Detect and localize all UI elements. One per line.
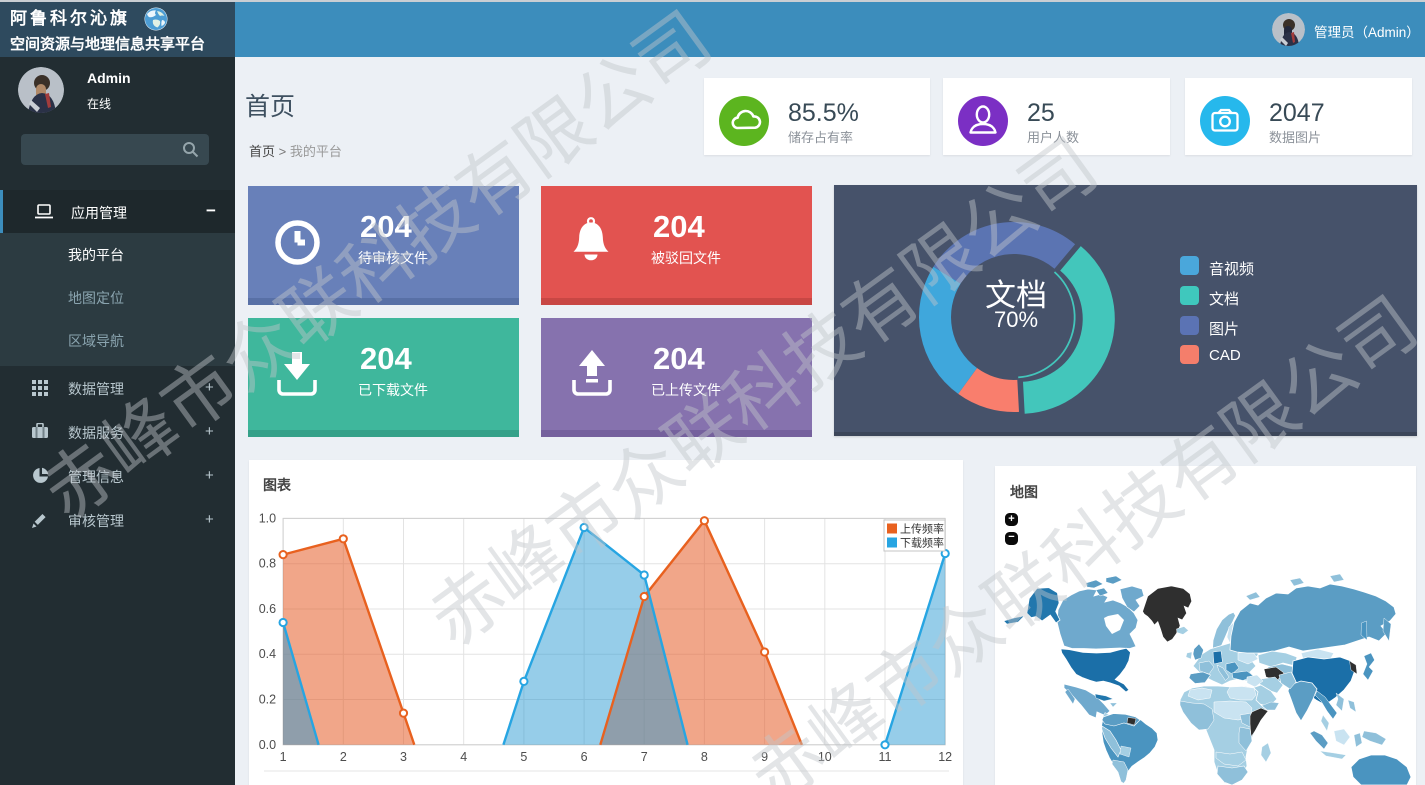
svg-text:0.6: 0.6 xyxy=(259,602,276,616)
svg-text:11: 11 xyxy=(879,750,892,764)
svg-text:12: 12 xyxy=(938,750,952,764)
svg-text:4: 4 xyxy=(460,750,467,764)
svg-text:2: 2 xyxy=(340,750,347,764)
svg-text:10: 10 xyxy=(818,750,832,764)
svg-text:9: 9 xyxy=(761,750,768,764)
svg-text:1: 1 xyxy=(280,750,287,764)
svg-text:0.8: 0.8 xyxy=(259,557,276,571)
svg-text:下载频率: 下载频率 xyxy=(900,536,944,550)
svg-text:6: 6 xyxy=(581,750,588,764)
svg-text:3: 3 xyxy=(400,750,407,764)
svg-text:8: 8 xyxy=(701,750,708,764)
svg-text:上传频率: 上传频率 xyxy=(900,522,944,536)
svg-text:5: 5 xyxy=(520,750,527,764)
svg-text:1.0: 1.0 xyxy=(259,511,276,525)
svg-text:7: 7 xyxy=(641,750,648,764)
svg-text:0.0: 0.0 xyxy=(259,738,276,752)
svg-text:0.2: 0.2 xyxy=(259,693,276,707)
svg-text:0.4: 0.4 xyxy=(259,647,276,661)
